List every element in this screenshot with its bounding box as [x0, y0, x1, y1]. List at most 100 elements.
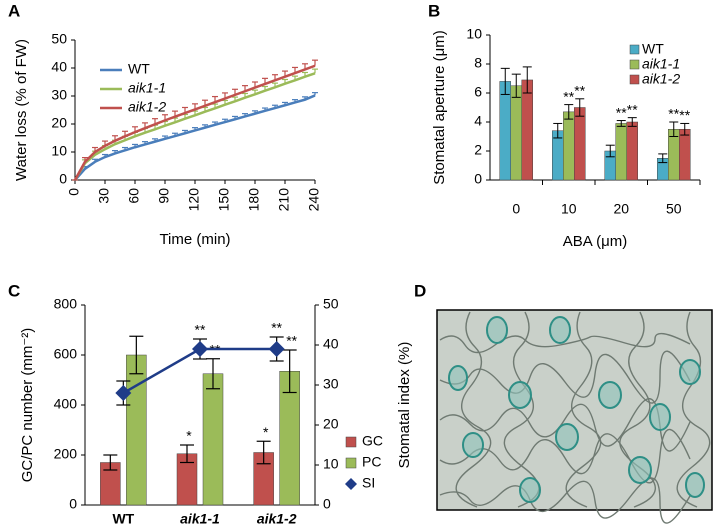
significance: ** [563, 88, 574, 104]
x-tick-label: 20 [613, 201, 629, 217]
significance: ** [271, 320, 282, 336]
error-bar [103, 454, 118, 471]
x-tick-label: WT [112, 511, 134, 527]
legend-swatch [345, 436, 357, 448]
x-tick-label: 180 [246, 188, 262, 212]
legend-label: WT [642, 41, 664, 57]
error-bar [564, 104, 574, 120]
legend-swatch [629, 74, 640, 85]
x-tick-label: 90 [156, 188, 172, 204]
y-tick-label: 20 [51, 115, 67, 131]
error-bar [206, 358, 220, 390]
error-bar [658, 153, 668, 164]
panel-label: C [8, 281, 20, 300]
legend-label: WT [128, 61, 150, 77]
y-tick-label: 400 [54, 396, 78, 412]
panel-label: B [428, 1, 440, 20]
bar [563, 111, 575, 181]
error-bar [553, 122, 563, 139]
panel-label: D [414, 281, 426, 300]
panel-label: A [8, 1, 20, 20]
significance: ** [627, 101, 638, 117]
legend-swatch [345, 457, 357, 469]
legend-swatch [629, 59, 640, 70]
bar [521, 79, 533, 181]
axis-label: GC/PC number (mm⁻²) [19, 328, 36, 483]
y-tick-label: 6 [474, 84, 482, 100]
stomata [448, 316, 705, 503]
error-bar [180, 444, 194, 464]
y-tick-label: 10 [51, 143, 67, 159]
y-tick-label: 50 [51, 31, 67, 47]
bar [615, 123, 627, 181]
y-tick-label: 40 [51, 59, 67, 75]
marker [192, 341, 208, 357]
x-tick-label: aik1-1 [180, 511, 220, 527]
error-bar [282, 349, 297, 394]
bar [499, 81, 511, 181]
error-bar [312, 68, 318, 74]
legend-label: GC [362, 433, 383, 449]
x-tick-label: 50 [666, 201, 682, 217]
x-axis-label: ABA (μm) [563, 233, 627, 250]
x-tick-label: 0 [66, 188, 82, 196]
legend-label: aik1-2 [128, 99, 166, 115]
legend-label: aik1-1 [642, 56, 680, 72]
y-tick-label: 20 [323, 416, 339, 432]
series-line [73, 64, 316, 181]
error-bar [312, 59, 318, 66]
x-tick-label: 210 [276, 188, 292, 212]
axis-label: Water loss (% of FW) [13, 39, 30, 181]
x-tick-label: 10 [561, 201, 577, 217]
x-tick-label: aik1-2 [257, 511, 297, 527]
y-tick-label: 200 [54, 446, 78, 462]
error-bar [511, 73, 521, 98]
y-tick-label: 30 [51, 87, 67, 103]
x-tick-label: 240 [306, 188, 322, 212]
error-bar [680, 122, 690, 136]
bar [626, 121, 638, 181]
legend-label: SI [362, 475, 375, 491]
bar [202, 373, 224, 506]
error-bar [616, 120, 626, 127]
x-tick-label: 150 [216, 188, 232, 212]
legend-swatch [345, 478, 357, 490]
bar [679, 129, 691, 181]
x-tick-label: 60 [126, 188, 142, 204]
y-tick-label: 800 [54, 296, 78, 312]
y-tick-label: 10 [323, 456, 339, 472]
legend-label: PC [362, 454, 381, 470]
bar [126, 354, 147, 506]
micrograph [436, 309, 713, 524]
error-bar [605, 144, 615, 158]
significance: * [186, 428, 192, 444]
axis-label: Stomatal aperture (μm) [431, 30, 448, 185]
error-bar [575, 98, 585, 117]
x-axis-label: Time (min) [159, 231, 230, 248]
legend-swatch [629, 44, 640, 55]
significance: ** [616, 104, 627, 120]
y-tick-label: 0 [323, 496, 331, 512]
y-tick-label: 30 [323, 376, 339, 392]
y-tick-label: 50 [323, 296, 339, 312]
y-tick-label: 0 [69, 496, 77, 512]
significance: ** [195, 322, 206, 338]
error-bar [522, 66, 532, 94]
y-tick-label: 600 [54, 346, 78, 362]
y-tick-label: 0 [59, 171, 67, 187]
significance: ** [574, 83, 585, 99]
y-tick-label: 8 [474, 55, 482, 71]
marker [115, 385, 132, 401]
micrograph-frame [436, 309, 713, 511]
y-tick-label: 10 [466, 26, 482, 42]
error-bar [500, 67, 510, 95]
bar [510, 85, 522, 181]
x-tick-label: 120 [186, 188, 202, 212]
series-line [74, 94, 316, 181]
error-bar [256, 440, 271, 465]
significance: ** [668, 106, 679, 122]
significance: ** [286, 333, 297, 349]
significance: ** [679, 107, 690, 123]
legend-label: aik1-1 [128, 80, 166, 96]
error-bar [669, 121, 679, 137]
